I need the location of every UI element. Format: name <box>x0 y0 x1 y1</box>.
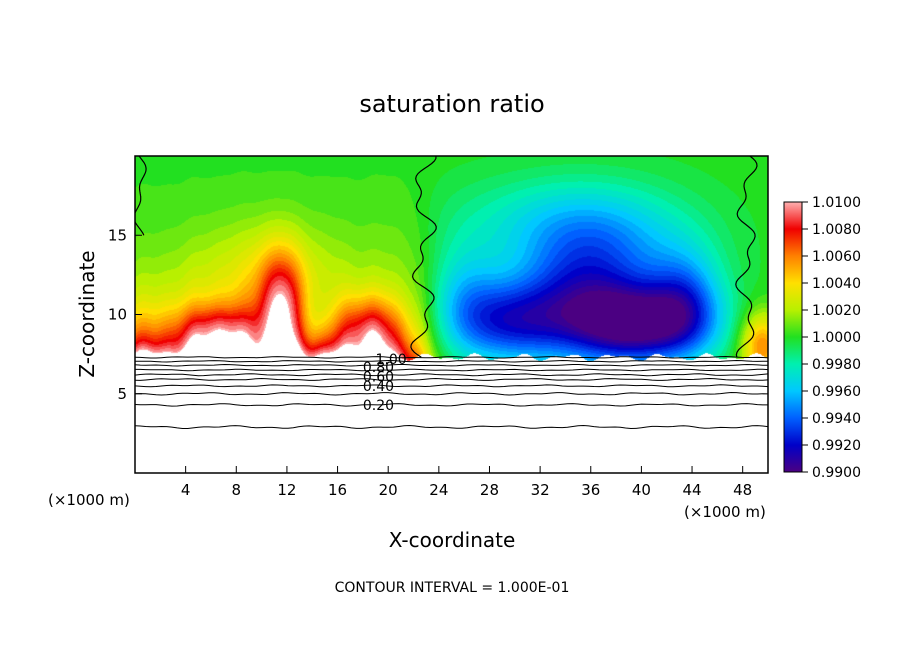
contour-line <box>135 363 768 367</box>
contour-line <box>135 424 768 430</box>
x-unit-left: (×1000 m) <box>48 491 130 509</box>
contour-line <box>135 359 768 363</box>
contour-labels: 1.000.800.600.40 0.20 <box>363 352 407 414</box>
x-tick-label: 24 <box>429 481 448 499</box>
colorbar-label: 1.0080 <box>812 222 861 238</box>
y-tick-label: 10 <box>108 306 127 324</box>
contour-line <box>135 391 768 396</box>
contour-lines <box>135 156 768 430</box>
x-tick-label: 40 <box>632 481 651 499</box>
contour-label: 1.00 <box>376 352 407 368</box>
x-axis-label: X-coordinate <box>389 528 516 552</box>
colorbar-label: 1.0100 <box>812 195 861 211</box>
contour-line <box>135 373 768 377</box>
x-tick-label: 16 <box>328 481 347 499</box>
contour-label: 0.20 <box>363 398 394 414</box>
x-tick-label: 20 <box>379 481 398 499</box>
contour-line <box>135 403 768 407</box>
field-layer <box>135 156 768 473</box>
colorbar-label: 1.0020 <box>812 303 861 319</box>
colorbar-label: 0.9940 <box>812 411 861 427</box>
colorbar-ticks: 1.0100 1.0080 1.0060 1.0040 1.0020 1.0000 0.99… <box>802 195 861 481</box>
saturation-field <box>135 156 768 473</box>
colorbar-label: 1.0060 <box>812 249 861 265</box>
y-axis-ticks: 5 10 15 <box>108 226 142 403</box>
colorbar-label: 0.9900 <box>812 465 861 481</box>
contour-line <box>135 368 768 372</box>
contour-line <box>135 384 768 388</box>
contour-label: 0.40 <box>363 379 394 395</box>
x-tick-label: 12 <box>277 481 296 499</box>
x-tick-label: 28 <box>480 481 499 499</box>
colorbar-label: 0.9980 <box>812 357 861 373</box>
contour-line <box>135 355 768 359</box>
contour-line-unity <box>735 156 758 358</box>
colorbar-label: 0.9920 <box>812 438 861 454</box>
y-tick-label: 15 <box>108 226 127 244</box>
x-tick-label: 8 <box>232 481 242 499</box>
contour-line-unity <box>410 156 437 358</box>
contour-interval-note: CONTOUR INTERVAL = 1.000E-01 <box>335 580 570 596</box>
y-axis-label: Z-coordinate <box>75 250 99 377</box>
x-unit-right: (×1000 m) <box>684 503 766 521</box>
x-tick-label: 32 <box>531 481 550 499</box>
colorbar-label: 1.0000 <box>812 330 861 346</box>
colorbar-label: 1.0040 <box>812 276 861 292</box>
contour-line <box>135 377 768 381</box>
x-axis-ticks: 4 8 12 16 20 24 28 32 36 40 44 48 <box>181 466 752 499</box>
x-tick-label: 44 <box>682 481 701 499</box>
x-tick-label: 48 <box>733 481 752 499</box>
contour-label: 0.60 <box>363 369 394 385</box>
colorbar <box>783 201 803 473</box>
x-tick-label: 36 <box>581 481 600 499</box>
colorbar-label: 0.9960 <box>812 384 861 400</box>
x-tick-label: 4 <box>181 481 191 499</box>
y-tick-label: 5 <box>117 385 127 403</box>
contour-label: 0.80 <box>363 360 394 376</box>
chart-title: saturation ratio <box>359 90 544 118</box>
